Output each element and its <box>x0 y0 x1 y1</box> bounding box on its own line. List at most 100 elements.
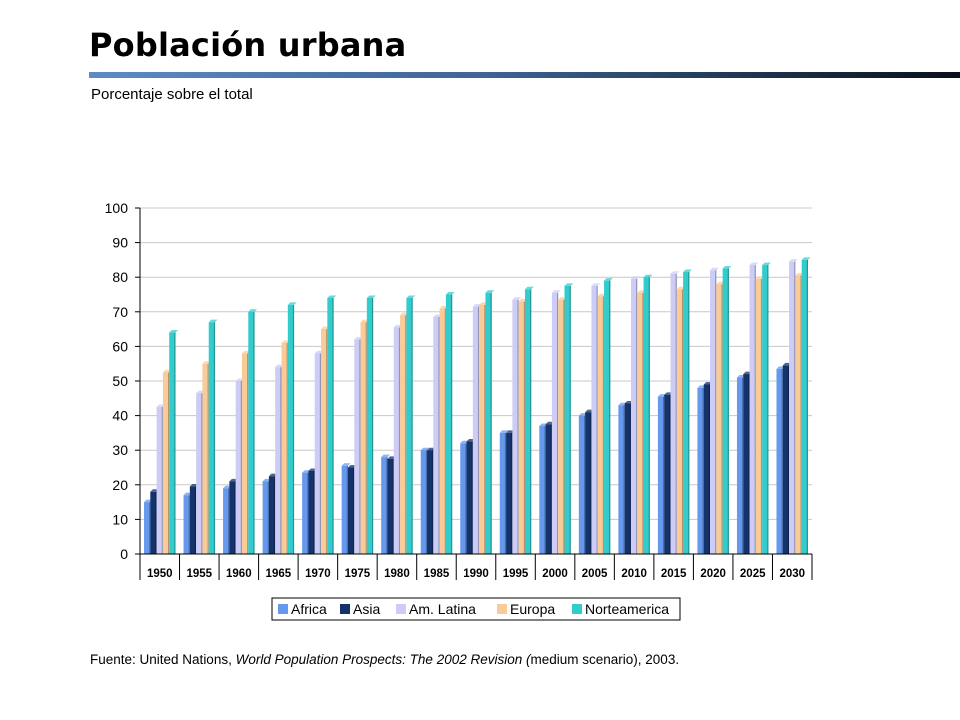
bar <box>420 450 428 554</box>
bar-shade <box>517 299 519 554</box>
bar-top <box>287 302 297 305</box>
bar-shade <box>544 425 546 554</box>
bar-shade <box>346 465 348 554</box>
bar <box>235 381 242 554</box>
bar-shade <box>253 311 255 554</box>
bar-top <box>591 283 601 286</box>
bar-shade <box>688 272 690 554</box>
bar <box>637 292 644 554</box>
bar-shade <box>432 450 434 554</box>
bar-shade <box>280 367 282 554</box>
bar-top <box>327 295 337 298</box>
bar-shade <box>286 342 288 554</box>
bar <box>485 292 492 554</box>
legend-label: Europa <box>510 601 555 617</box>
bar-shade <box>405 315 407 554</box>
bar-top <box>485 290 495 293</box>
bar-top <box>801 257 811 260</box>
bar <box>287 304 295 554</box>
bar <box>281 342 288 554</box>
bar-shade <box>557 292 559 554</box>
bar-top <box>630 276 640 279</box>
bar <box>202 363 209 554</box>
bar-shade <box>787 365 790 554</box>
bar-shade <box>444 308 446 554</box>
bar <box>670 273 677 554</box>
bar <box>578 415 586 554</box>
legend-label: Norteamerica <box>585 601 669 617</box>
bar <box>585 412 592 554</box>
x-tick-label: 1995 <box>503 568 529 580</box>
bar <box>558 299 565 554</box>
bar <box>722 268 729 554</box>
bar-shade <box>642 292 644 554</box>
bar-shade <box>353 467 355 554</box>
bar <box>524 289 532 554</box>
bar <box>736 377 744 554</box>
bar-top <box>499 430 509 433</box>
bar-top <box>381 454 390 458</box>
bar-top <box>710 267 719 271</box>
bar <box>366 297 374 554</box>
bar-shade <box>636 278 638 554</box>
page-title: Población urbana <box>89 26 407 64</box>
bar-shade <box>174 332 176 554</box>
bar <box>664 394 671 554</box>
bar <box>683 272 690 554</box>
y-tick-label: 20 <box>112 477 128 493</box>
bar-shade <box>465 443 467 554</box>
y-tick-label: 50 <box>112 373 128 389</box>
legend-label: Am. Latina <box>409 601 476 617</box>
bar-shade <box>386 457 388 554</box>
bar-shade <box>602 296 605 554</box>
bar <box>381 457 388 554</box>
bar <box>162 372 170 554</box>
bar <box>439 308 446 554</box>
bar-shade <box>504 432 507 554</box>
x-tick-label: 2015 <box>661 568 687 580</box>
bar <box>564 285 571 554</box>
y-tick-label: 90 <box>112 235 128 251</box>
bar <box>268 476 276 554</box>
bar-shade <box>194 486 197 554</box>
bar-shade <box>228 488 230 554</box>
y-tick-label: 70 <box>112 304 128 320</box>
bar-top <box>248 309 258 312</box>
bar-shade <box>681 289 684 554</box>
x-tick-label: 1990 <box>463 568 489 580</box>
bar <box>321 329 328 554</box>
bar <box>445 294 453 554</box>
bar-shade <box>471 441 473 554</box>
bar-top <box>670 271 680 274</box>
legend-label: Asia <box>353 601 380 617</box>
bar-shade <box>609 280 611 554</box>
bar-shade <box>326 329 328 554</box>
bar-shade <box>727 268 729 554</box>
bar-top <box>169 330 179 333</box>
bar-shade <box>563 299 565 554</box>
bar <box>347 467 355 554</box>
bar <box>710 270 717 554</box>
source-note: Fuente: United Nations, World Population… <box>90 652 679 667</box>
bar <box>539 425 546 554</box>
bar <box>716 284 723 554</box>
bar-shade <box>629 403 631 554</box>
bar <box>518 301 525 554</box>
bar-shade <box>149 502 151 554</box>
bar-shade <box>702 387 704 554</box>
bar-top <box>366 295 376 298</box>
bar-shade <box>583 415 586 554</box>
bar-shade <box>781 368 783 554</box>
bar <box>597 296 605 554</box>
bar-shade <box>155 491 157 554</box>
x-tick-label: 2010 <box>621 568 647 580</box>
bar-shade <box>365 322 367 554</box>
bar <box>472 306 480 554</box>
bar <box>360 322 367 554</box>
bar-shade <box>800 275 802 554</box>
x-tick-label: 2025 <box>740 568 766 580</box>
bar <box>551 292 559 554</box>
bar-shade <box>371 297 374 554</box>
bar-shade <box>721 284 723 554</box>
source-prefix: Fuente: United Nations, <box>90 652 236 667</box>
